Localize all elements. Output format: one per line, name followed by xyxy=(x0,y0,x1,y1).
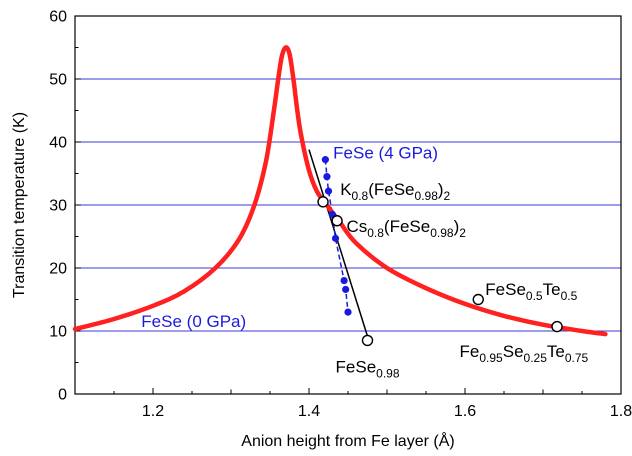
chart-marks xyxy=(72,45,608,347)
x-axis-label: Anion height from Fe layer (Å) xyxy=(241,431,454,450)
y-tick-label: 50 xyxy=(49,72,67,89)
annotation-text: (FeSe xyxy=(368,180,414,199)
annotation-fese0: FeSe (0 GPa) xyxy=(141,312,246,331)
annotation-subscript: 0.98 xyxy=(376,367,400,381)
annotation-subscript: 0.8 xyxy=(367,226,384,240)
annotation-text: Fe xyxy=(460,342,480,361)
annotation-text: FeSe xyxy=(336,358,377,377)
fese-pressure-point xyxy=(331,234,340,242)
fese-pressure-point xyxy=(323,173,331,181)
annotation-text: ) xyxy=(438,180,444,199)
compound-point xyxy=(331,215,343,227)
annotation-subscript: 0.5 xyxy=(561,289,578,303)
fese-pressure-point xyxy=(344,308,352,316)
y-tick-label: 30 xyxy=(49,198,67,215)
fese-pressure-point xyxy=(321,156,329,164)
fese-pressure-point xyxy=(324,187,333,195)
compound-point xyxy=(317,196,329,208)
annotation-text: K xyxy=(340,180,352,199)
annotation-text: Te xyxy=(543,280,561,299)
x-tick-label: 1.2 xyxy=(142,403,164,420)
annotation-text: (FeSe xyxy=(384,217,430,236)
y-tick-label: 40 xyxy=(49,135,67,152)
y-tick-label: 60 xyxy=(49,9,67,26)
annotation-subscript: 0.95 xyxy=(479,351,503,365)
annotation-subscript: 0.5 xyxy=(526,289,543,303)
x-tick-label: 1.8 xyxy=(610,403,632,420)
annotation-fe095: Fe0.95Se0.25Te0.75 xyxy=(460,342,589,365)
annotations: FeSe (4 GPa)FeSe (0 GPa)K0.8(FeSe0.98)2C… xyxy=(141,143,588,380)
annotation-text: Cs xyxy=(346,217,367,236)
annotation-text: FeSe xyxy=(485,280,526,299)
annotation-text: FeSe (4 GPa) xyxy=(333,143,438,162)
compound-point xyxy=(472,293,484,306)
annotation-subscript: 2 xyxy=(459,226,466,240)
compound-point xyxy=(551,320,563,333)
black-fit-line xyxy=(308,149,371,344)
annotation-subscript: 0.8 xyxy=(352,189,369,203)
annotation-fese4: FeSe (4 GPa) xyxy=(333,143,438,162)
annotation-text: FeSe (0 GPa) xyxy=(141,312,246,331)
y-tick-label: 10 xyxy=(49,324,67,341)
ticks: 0 10 20 30 40 50 60 1.2 1.4 1.6 1.8 xyxy=(49,9,632,421)
annotation-text: Te xyxy=(547,342,565,361)
y-tick-label: 0 xyxy=(58,387,67,404)
annotation-subscript: 0.25 xyxy=(524,351,548,365)
grid-lines xyxy=(75,78,621,332)
annotation-cs08: Cs0.8(FeSe0.98)2 xyxy=(346,217,466,240)
annotation-text: Se xyxy=(503,342,524,361)
annotation-fesete05: FeSe0.5Te0.5 xyxy=(485,280,577,303)
compound-point xyxy=(361,334,374,347)
x-tick-label: 1.4 xyxy=(298,403,320,420)
annotation-subscript: 0.98 xyxy=(415,189,439,203)
fese-pressure-point xyxy=(342,285,350,294)
y-tick-label: 20 xyxy=(49,261,67,278)
annotation-subscript: 0.75 xyxy=(565,351,589,365)
annotation-text: ) xyxy=(454,217,460,236)
annotation-fese098: FeSe0.98 xyxy=(336,358,400,381)
tc-curve xyxy=(72,45,608,337)
annotation-subscript: 0.98 xyxy=(430,226,454,240)
annotation-k08: K0.8(FeSe0.98)2 xyxy=(340,180,450,203)
annotation-subscript: 2 xyxy=(444,189,451,203)
x-tick-label: 1.6 xyxy=(454,403,476,420)
y-axis-label: Transition temperature (K) xyxy=(11,112,28,298)
fese-pressure-point xyxy=(340,277,348,285)
